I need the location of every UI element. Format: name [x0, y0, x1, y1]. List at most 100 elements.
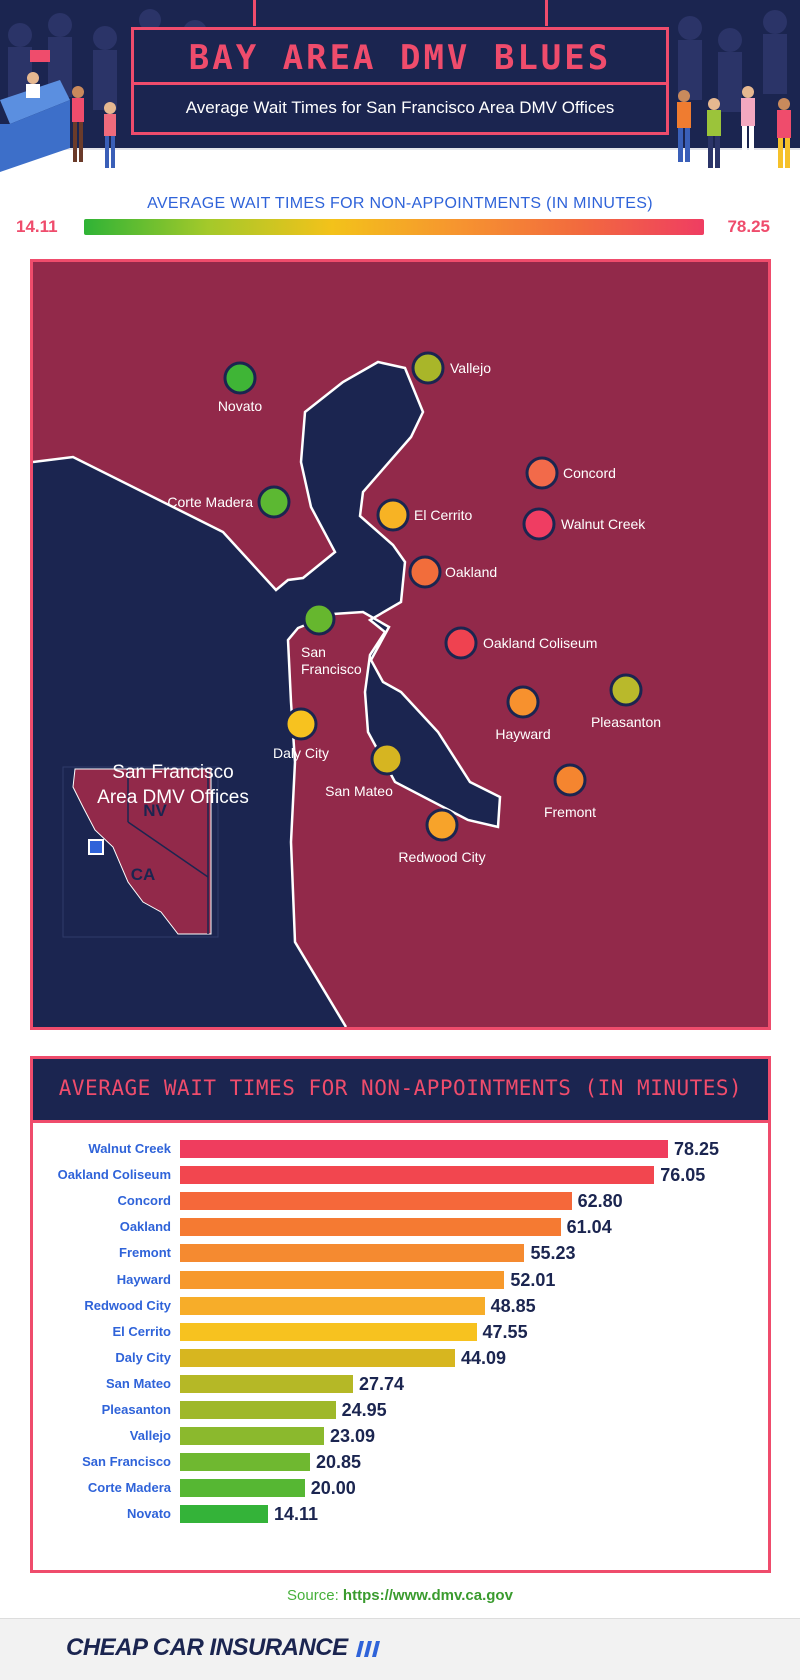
bar[interactable] — [180, 1140, 668, 1158]
office-marker[interactable] — [444, 626, 478, 660]
person-icon — [104, 102, 116, 168]
bar-row: Concord 62.80 — [33, 1191, 768, 1211]
header-banner: BAY AREA DMV BLUES Average Wait Times fo… — [0, 0, 800, 176]
office-label: Vallejo — [450, 360, 491, 376]
bar-category-label: Hayward — [116, 1271, 171, 1287]
bar-value-label: 61.04 — [566, 1217, 612, 1238]
bar-row: El Cerrito 47.55 — [33, 1322, 768, 1342]
bar-value-label: 20.00 — [310, 1478, 356, 1499]
bar-row: Oakland Coliseum 76.05 — [33, 1165, 768, 1185]
coastline — [33, 360, 502, 1027]
bar[interactable] — [180, 1192, 572, 1211]
source-line: Source: https://www.dmv.ca.gov — [0, 1587, 800, 1604]
bar[interactable] — [180, 1166, 655, 1185]
bar-value-label: 27.74 — [358, 1373, 405, 1394]
bar-category-label: Pleasanton — [101, 1402, 171, 1417]
footer-bar: CHEAP CAR INSURANCE — [0, 1618, 800, 1680]
brand-logo[interactable]: CHEAP CAR INSURANCE — [66, 1634, 348, 1661]
bay-area-map: NV CA Novato Vallejo Corte Madera El Cerrit… — [30, 259, 771, 1030]
office-label: Hayward — [495, 726, 550, 742]
office-marker[interactable] — [525, 456, 559, 490]
inset-title-line1: San Francisco — [112, 762, 234, 783]
bar[interactable] — [180, 1348, 455, 1367]
bar[interactable] — [180, 1453, 311, 1472]
bar-row: Pleasanton 24.95 — [33, 1400, 768, 1420]
office-marker[interactable] — [223, 361, 257, 395]
office-marker[interactable] — [553, 763, 587, 797]
person-icon — [72, 86, 84, 162]
source-link[interactable]: https://www.dmv.ca.gov — [342, 1587, 513, 1604]
inset-nv-label: NV — [143, 801, 167, 820]
office-marker[interactable] — [376, 498, 410, 532]
bar-row: Vallejo 23.09 — [33, 1426, 768, 1446]
bar-value-label: 78.25 — [674, 1139, 720, 1159]
bar-category-label: Fremont — [119, 1245, 171, 1261]
dmv-counter-icon — [0, 80, 70, 124]
bar-value-label: 24.95 — [341, 1400, 387, 1420]
bar-value-label: 55.23 — [530, 1243, 576, 1264]
page-title: BAY AREA DMV BLUES — [188, 38, 612, 78]
office-label: Corte Madera — [167, 494, 253, 510]
bar[interactable] — [180, 1270, 505, 1289]
bar[interactable] — [180, 1244, 525, 1263]
bar-row: Hayward 52.01 — [33, 1270, 768, 1290]
office-marker[interactable] — [302, 602, 336, 636]
office-marker[interactable] — [257, 485, 291, 519]
office-marker[interactable] — [408, 555, 442, 589]
office-marker[interactable] — [411, 351, 445, 385]
office-label: Oakland — [445, 564, 497, 580]
bar[interactable] — [180, 1218, 561, 1237]
bar-category-label: San Mateo — [105, 1375, 171, 1391]
bar[interactable] — [180, 1296, 485, 1315]
dmv-scene-illustration — [0, 50, 791, 172]
bar-row: San Mateo 27.74 — [33, 1374, 768, 1394]
office-marker[interactable] — [609, 673, 643, 707]
page-subtitle: Average Wait Times for San Francisco Are… — [185, 98, 615, 117]
bar-row: Fremont 55.23 — [33, 1243, 768, 1263]
office-marker[interactable] — [370, 742, 404, 776]
legend-gradient-bar — [84, 219, 704, 235]
map-svg: NV CA Novato Vallejo Corte Madera El Cerrit… — [33, 351, 661, 1027]
bar[interactable] — [180, 1479, 305, 1498]
bar-value-label: 44.09 — [460, 1347, 506, 1368]
bar-category-label: Oakland — [119, 1219, 171, 1235]
bar-category-label: Redwood City — [84, 1297, 171, 1313]
bar-category-label: Walnut Creek — [88, 1141, 171, 1156]
bar-category-label: Oakland Coliseum — [57, 1167, 171, 1183]
office-marker[interactable] — [425, 808, 459, 842]
inset-highlight-box — [88, 839, 104, 855]
bar-category-label: San Francisco — [82, 1454, 171, 1470]
bar-row: Corte Madera 20.00 — [33, 1478, 768, 1498]
office-label: Pleasanton — [591, 714, 661, 730]
bar-value-label: 23.09 — [329, 1426, 376, 1447]
bar[interactable] — [180, 1401, 336, 1419]
bar-value-label: 20.85 — [316, 1452, 362, 1473]
bar[interactable] — [180, 1427, 324, 1446]
bar-category-label: Concord — [117, 1193, 171, 1209]
title-divider — [134, 82, 666, 85]
bar-value-label: 48.85 — [490, 1295, 536, 1316]
bar-category-label: Novato — [126, 1506, 171, 1522]
bar-value-label: 47.55 — [482, 1321, 528, 1342]
source-prefix: Source: — [287, 1587, 339, 1604]
california-inset-map: NV CA — [62, 766, 219, 938]
bar-value-label: 52.01 — [510, 1269, 556, 1290]
bar[interactable] — [180, 1374, 353, 1393]
office-marker[interactable] — [284, 707, 318, 741]
office-marker[interactable] — [506, 685, 540, 719]
bar-row: Oakland 61.04 — [33, 1217, 768, 1237]
counter-sign-icon — [30, 50, 50, 62]
bar-row: San Francisco 20.85 — [33, 1452, 768, 1472]
office-marker[interactable] — [522, 507, 556, 541]
bar[interactable] — [180, 1505, 268, 1524]
brand-stripes-icon — [356, 1641, 380, 1657]
bar-value-label: 62.80 — [577, 1191, 623, 1212]
bar-row: Daly City 44.09 — [33, 1348, 768, 1368]
bar-rows: Walnut Creek 78.25 Oakland Coliseum 76.05 Co… — [33, 1139, 768, 1559]
office-label: Walnut Creek — [561, 516, 646, 532]
bar-chart: AVERAGE WAIT TIMES FOR NON-APPOINTMENTS … — [30, 1056, 771, 1573]
bar-category-label: Daly City — [115, 1349, 171, 1365]
bar[interactable] — [180, 1322, 477, 1341]
person-icon — [777, 98, 791, 168]
person-icon — [707, 98, 721, 168]
